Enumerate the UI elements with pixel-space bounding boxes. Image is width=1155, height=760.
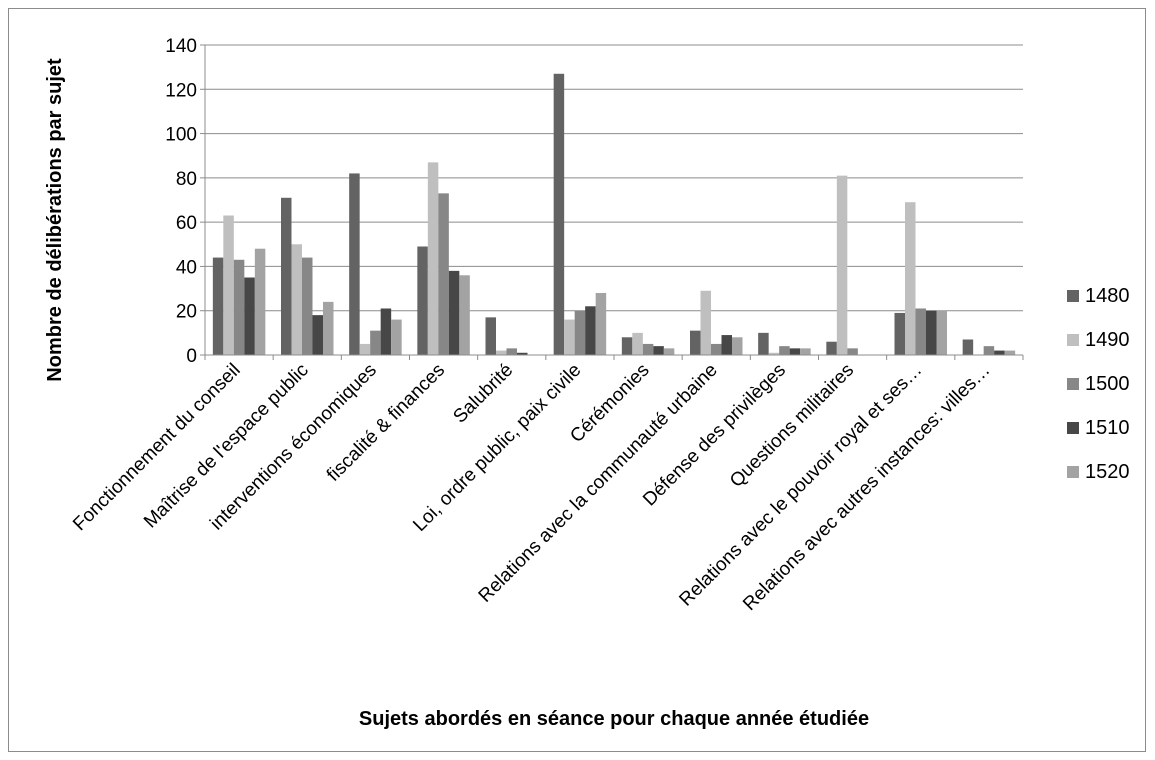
- y-tick-label: 0: [186, 346, 197, 367]
- bar-1520: [732, 337, 743, 355]
- y-axis-title: Nombre de délibérations par sujet: [44, 58, 66, 382]
- y-tick-label: 20: [176, 302, 197, 323]
- bar-1490: [496, 350, 507, 355]
- x-category-label: Questions militaires: [726, 360, 858, 492]
- bar-1520: [1004, 350, 1016, 355]
- bar-1510: [244, 277, 255, 355]
- bar-1500: [574, 310, 586, 355]
- bar-1480: [621, 337, 633, 355]
- bar-1510: [517, 352, 528, 355]
- bar-1480: [894, 312, 905, 355]
- legend-label: 1490: [1085, 329, 1130, 351]
- x-category-label: Salubrité: [449, 360, 517, 428]
- x-category-label: Relations avec la communauté urbaine: [475, 360, 722, 607]
- bar-1510: [994, 350, 1005, 355]
- y-tick-label: 120: [165, 80, 197, 101]
- bar-1480: [417, 246, 428, 355]
- bar-1500: [302, 257, 313, 355]
- legend-label: 1480: [1085, 285, 1130, 307]
- bar-1510: [448, 270, 460, 355]
- bar-1480: [758, 332, 769, 355]
- bar-1480: [485, 317, 496, 355]
- bar-1510: [789, 348, 801, 355]
- y-tick-label: 100: [165, 125, 197, 146]
- y-tick-label: 140: [165, 36, 197, 57]
- bar-1480: [212, 257, 224, 355]
- x-axis-title: Sujets abordés en séance pour chaque ann…: [359, 708, 869, 730]
- bar-1490: [223, 215, 234, 355]
- bar-1500: [847, 348, 858, 355]
- bar-1490: [291, 244, 302, 355]
- x-category-label: Relations avec autres instances: villes…: [739, 360, 994, 615]
- bar-1490: [632, 332, 643, 355]
- bar-1490: [700, 290, 711, 355]
- bar-1510: [585, 306, 596, 355]
- bar-1490: [768, 352, 780, 355]
- bar-1520: [595, 293, 607, 355]
- bar-1510: [312, 315, 323, 355]
- bar-1500: [779, 346, 790, 355]
- y-tick-label: 60: [176, 213, 197, 234]
- bar-1520: [254, 248, 266, 355]
- bar-1500: [711, 343, 722, 355]
- bar-1490: [427, 162, 439, 355]
- bar-1500: [438, 193, 449, 355]
- bar-1520: [323, 301, 334, 355]
- chart-area: 0 20 40 60 80 100 120 140 Fonctionnement du con…: [8, 8, 1146, 752]
- legend-swatch: [1067, 334, 1079, 346]
- bar-1480: [281, 197, 292, 355]
- bar-1510: [653, 346, 664, 355]
- y-tick-label: 40: [176, 257, 197, 278]
- bar-1490: [905, 202, 916, 355]
- y-tick-label: 80: [176, 169, 197, 190]
- legend-label: 1500: [1085, 373, 1130, 395]
- x-category-label: fiscalité & finances: [323, 360, 449, 486]
- bar-1500: [506, 348, 517, 355]
- legend-swatch: [1067, 290, 1079, 302]
- legend-swatch: [1067, 466, 1079, 478]
- bar-1490: [564, 319, 575, 355]
- bar-1500: [233, 259, 245, 355]
- legend: 1480 1490 1500 1510 1520: [1067, 285, 1130, 483]
- bar-1500: [915, 308, 926, 355]
- bar-1520: [663, 348, 675, 355]
- legend-swatch: [1067, 422, 1079, 434]
- bar-1490: [836, 175, 848, 355]
- x-category-label: Relations avec le pouvoir royal et ses…: [675, 360, 926, 611]
- bar-1480: [690, 330, 701, 355]
- bar-1480: [553, 73, 565, 356]
- bar-1520: [800, 348, 811, 355]
- bar-1500: [983, 346, 995, 355]
- bar-1520: [459, 275, 470, 355]
- legend-label: 1520: [1085, 461, 1130, 483]
- bar-1510: [926, 310, 937, 355]
- legend-swatch: [1067, 378, 1079, 390]
- bar-1500: [642, 343, 654, 355]
- bar-1510: [721, 335, 732, 355]
- bar-1480: [826, 341, 837, 355]
- legend-label: 1510: [1085, 417, 1130, 439]
- bar-1520: [391, 319, 402, 355]
- bar-1490: [359, 343, 371, 355]
- bar-1500: [370, 330, 381, 355]
- bar-1520: [936, 310, 947, 355]
- bar-1510: [380, 308, 392, 355]
- bar-1480: [962, 339, 974, 355]
- bar-1480: [349, 173, 360, 355]
